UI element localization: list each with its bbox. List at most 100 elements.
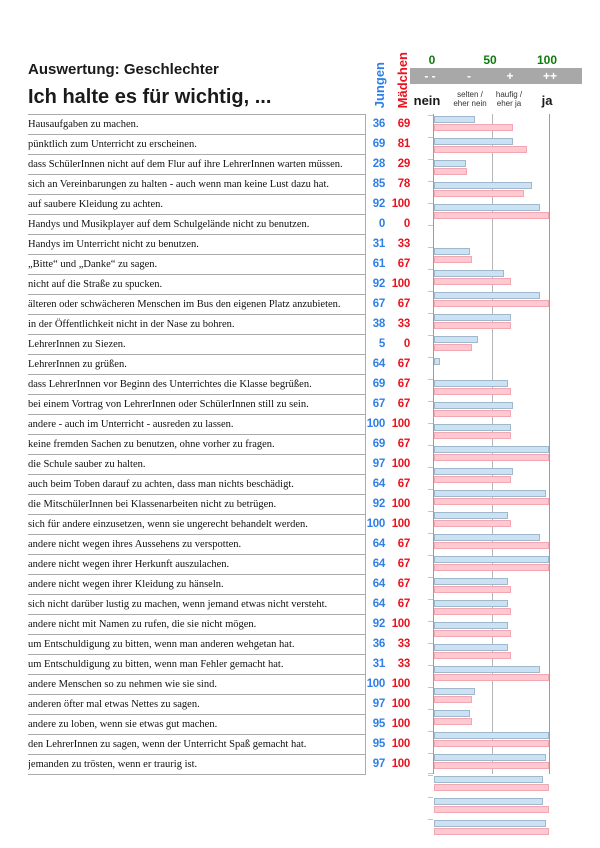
value-maedchen: 100 bbox=[391, 698, 411, 710]
statement-row: „Bitte“ und „Danke“ zu sagen. bbox=[28, 255, 365, 275]
bar-jungen bbox=[434, 798, 544, 805]
value-jungen: 85 bbox=[372, 178, 386, 190]
value-row: 69 81 bbox=[365, 134, 411, 154]
axis-end-tick bbox=[428, 773, 433, 774]
statement-label: die MitschülerInnen bei Klassenarbeiten … bbox=[28, 499, 277, 510]
page-title: Auswertung: Geschlechter bbox=[28, 61, 219, 78]
column-header-maedchen: Mädchen bbox=[394, 50, 410, 108]
value-row: 64 67 bbox=[365, 574, 411, 594]
band-label-minus-minus: - - bbox=[424, 69, 436, 83]
statement-label: LehrerInnen zu grüßen. bbox=[28, 359, 127, 370]
value-jungen: 28 bbox=[372, 158, 386, 170]
axis-tick-mark bbox=[428, 665, 433, 666]
bar-maedchen bbox=[434, 762, 549, 769]
statement-row: pünktlich zum Unterricht zu erscheinen. bbox=[28, 135, 365, 155]
bar-maedchen bbox=[434, 520, 512, 527]
axis-tick-mark bbox=[428, 687, 433, 688]
statement-row: andere - auch im Unterricht - ausreden z… bbox=[28, 415, 365, 435]
statement-row: keine fremden Sachen zu benutzen, ohne v… bbox=[28, 435, 365, 455]
value-maedchen: 67 bbox=[397, 398, 411, 410]
chart-row bbox=[428, 775, 549, 796]
bar-maedchen bbox=[434, 454, 549, 461]
axis-tick-mark bbox=[428, 621, 433, 622]
value-jungen: 64 bbox=[372, 578, 386, 590]
value-maedchen: 67 bbox=[397, 298, 411, 310]
statement-row: die MitschülerInnen bei Klassenarbeiten … bbox=[28, 495, 365, 515]
chart-row bbox=[428, 687, 549, 708]
bar-jungen bbox=[434, 468, 514, 475]
statement-label: keine fremden Sachen zu benutzen, ohne v… bbox=[28, 439, 275, 450]
column-header-jungen: Jungen bbox=[371, 50, 387, 108]
chart-row bbox=[428, 401, 549, 422]
statement-row: LehrerInnen zu grüßen. bbox=[28, 355, 365, 375]
axis-tick-mark bbox=[428, 489, 433, 490]
value-maedchen: 100 bbox=[391, 718, 411, 730]
value-maedchen: 67 bbox=[397, 578, 411, 590]
bar-chart bbox=[428, 114, 550, 835]
bar-jungen bbox=[434, 182, 532, 189]
statement-list: Hausaufgaben zu machen. pünktlich zum Unt… bbox=[28, 114, 366, 775]
category-label-selten-eher-nein: selten / eher nein bbox=[453, 90, 487, 108]
bar-jungen bbox=[434, 160, 467, 167]
value-row: 95 100 bbox=[365, 734, 411, 754]
value-row: 31 33 bbox=[365, 234, 411, 254]
value-row: 92 100 bbox=[365, 494, 411, 514]
value-row: 61 67 bbox=[365, 254, 411, 274]
bar-maedchen bbox=[434, 630, 512, 637]
bar-maedchen bbox=[434, 432, 512, 439]
bar-jungen bbox=[434, 644, 508, 651]
value-row: 31 33 bbox=[365, 654, 411, 674]
statement-row: dass SchülerInnen nicht auf dem Flur auf… bbox=[28, 155, 365, 175]
value-row: 95 100 bbox=[365, 714, 411, 734]
statement-label: Handys im Unterricht nicht zu benutzen. bbox=[28, 239, 199, 250]
axis-tick-mark bbox=[428, 313, 433, 314]
value-row: 64 67 bbox=[365, 594, 411, 614]
bar-maedchen bbox=[434, 718, 472, 725]
axis-tick-mark bbox=[428, 115, 433, 116]
value-maedchen: 0 bbox=[403, 218, 410, 230]
chart-row bbox=[428, 423, 549, 444]
statement-label: sich nicht darüber lustig zu machen, wen… bbox=[28, 599, 328, 610]
statement-label: dass LehrerInnen vor Beginn des Unterric… bbox=[28, 379, 312, 390]
bar-maedchen bbox=[434, 476, 512, 483]
statement-label: andere nicht wegen ihrer Herkunft auszul… bbox=[28, 559, 230, 570]
bar-jungen bbox=[434, 600, 508, 607]
value-columns: 36 69 69 81 28 29 85 78 92 100 0 0 31 33 61 67 92 100 67 67… bbox=[365, 114, 411, 774]
chart-row bbox=[428, 159, 549, 180]
value-jungen: 31 bbox=[372, 658, 386, 670]
statement-row: andere nicht mit Namen zu rufen, die sie… bbox=[28, 615, 365, 635]
value-row: 92 100 bbox=[365, 614, 411, 634]
axis-tick-mark bbox=[428, 819, 433, 820]
statement-row: Hausaufgaben zu machen. bbox=[28, 115, 365, 135]
value-row: 92 100 bbox=[365, 194, 411, 214]
bar-jungen bbox=[434, 622, 508, 629]
statement-label: Handys und Musikplayer auf dem Schulgelä… bbox=[28, 219, 310, 230]
value-maedchen: 67 bbox=[397, 358, 411, 370]
bar-maedchen bbox=[434, 256, 472, 263]
statement-label: pünktlich zum Unterricht zu erscheinen. bbox=[28, 139, 197, 150]
axis-tick-mark bbox=[428, 775, 433, 776]
column-header-jungen-label: Jungen bbox=[371, 61, 387, 108]
chart-row bbox=[428, 225, 549, 246]
bar-jungen bbox=[434, 336, 478, 343]
statement-label: andere nicht wegen ihres Aussehens zu ve… bbox=[28, 539, 242, 550]
value-maedchen: 67 bbox=[397, 598, 411, 610]
bar-maedchen bbox=[434, 278, 512, 285]
value-jungen: 31 bbox=[372, 238, 386, 250]
value-jungen: 64 bbox=[372, 358, 386, 370]
statement-row: jemanden zu trösten, wenn er traurig ist… bbox=[28, 755, 365, 775]
statement-label: „Bitte“ und „Danke“ zu sagen. bbox=[28, 259, 158, 270]
bar-maedchen bbox=[434, 344, 472, 351]
value-row: 69 67 bbox=[365, 434, 411, 454]
value-maedchen: 100 bbox=[391, 418, 411, 430]
value-maedchen: 67 bbox=[397, 258, 411, 270]
value-maedchen: 67 bbox=[397, 378, 411, 390]
axis-tick-mark bbox=[428, 709, 433, 710]
bar-jungen bbox=[434, 512, 508, 519]
statement-label: um Entschuldigung zu bitten, wenn man Fe… bbox=[28, 659, 284, 670]
chart-row bbox=[428, 203, 549, 224]
chart-row bbox=[428, 247, 549, 268]
page-subtitle: Ich halte es für wichtig, ... bbox=[28, 86, 272, 108]
statement-row: andere nicht wegen ihrer Kleidung zu hän… bbox=[28, 575, 365, 595]
